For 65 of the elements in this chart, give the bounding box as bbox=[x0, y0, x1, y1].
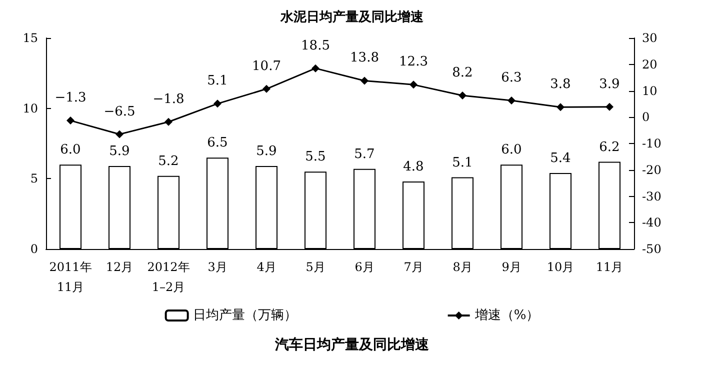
x-tick-label: 9月 bbox=[502, 260, 522, 274]
x-tick-label: 5月 bbox=[306, 260, 326, 274]
data-label: 12.3 bbox=[399, 54, 428, 70]
y-tick-label: 15 bbox=[22, 31, 38, 45]
data-label: 5.1 bbox=[452, 155, 473, 170]
data-label: 8.2 bbox=[452, 65, 473, 80]
x-tick-label: 3月 bbox=[208, 260, 228, 274]
y2-tick-label: 0 bbox=[642, 110, 650, 124]
data-label: 5.7 bbox=[354, 146, 375, 162]
y2-tick-label: -20 bbox=[642, 162, 662, 177]
y2-tick-label: -30 bbox=[642, 189, 662, 204]
x-tick-label: 11月 bbox=[596, 260, 624, 274]
data-label: 5.2 bbox=[158, 154, 179, 169]
y2-tick-label: 20 bbox=[642, 57, 658, 72]
point bbox=[312, 64, 320, 72]
point bbox=[116, 130, 124, 138]
point bbox=[164, 118, 172, 126]
data-label: 5.4 bbox=[550, 151, 571, 166]
y2-tick-label: -10 bbox=[642, 136, 662, 150]
x-tick-label: 2012年 1–2月 bbox=[147, 260, 190, 294]
y-tick-label: 10 bbox=[22, 101, 38, 116]
data-label: −1.8 bbox=[152, 92, 184, 107]
x-tick-label: 2011年 11月 bbox=[49, 260, 92, 294]
x-tick-label: 7月 bbox=[404, 260, 424, 274]
x-tick-label: 8月 bbox=[452, 260, 472, 274]
point bbox=[360, 76, 368, 85]
data-label: 6.0 bbox=[501, 142, 522, 158]
data-label: −6.5 bbox=[104, 104, 136, 120]
y2-tick-label: 10 bbox=[642, 84, 658, 98]
point bbox=[556, 103, 564, 112]
data-label: 6.5 bbox=[207, 136, 228, 151]
data-label: 5.9 bbox=[256, 144, 277, 160]
data-label: 3.8 bbox=[550, 77, 571, 92]
x-tick-label: 10月 bbox=[546, 260, 574, 274]
y2-tick-label: -40 bbox=[642, 216, 662, 230]
x-tick-label: 4月 bbox=[256, 260, 276, 274]
data-label: 5.5 bbox=[305, 150, 326, 165]
data-label: −1.3 bbox=[54, 90, 86, 106]
text: 汽车日均产量及同比增速 bbox=[274, 336, 430, 353]
point bbox=[262, 84, 270, 93]
data-label: 5.1 bbox=[207, 74, 228, 89]
point bbox=[606, 102, 614, 111]
data-label: 18.5 bbox=[301, 38, 330, 54]
point bbox=[410, 80, 418, 89]
data-label: 6.3 bbox=[501, 70, 522, 86]
data-label: 6.0 bbox=[60, 142, 81, 158]
text: 水泥日均产量及同比增速 bbox=[280, 9, 424, 25]
point bbox=[66, 116, 74, 125]
legend-label: 日均产量（万辆） bbox=[192, 308, 297, 323]
legend-label: 增速（%） bbox=[474, 308, 540, 323]
y2-tick-label: -50 bbox=[642, 242, 662, 256]
data-label: 10.7 bbox=[252, 58, 281, 74]
data-label: 3.9 bbox=[599, 76, 620, 92]
y-tick-label: 0 bbox=[30, 242, 38, 256]
point bbox=[508, 96, 516, 105]
x-tick-label: 12月 bbox=[106, 260, 134, 274]
x-tick-label: 6月 bbox=[354, 260, 374, 274]
data-label: 6.2 bbox=[599, 140, 620, 155]
data-label: 4.8 bbox=[403, 159, 424, 174]
data-label: 13.8 bbox=[350, 50, 379, 66]
point bbox=[214, 100, 222, 108]
data-label: 5.9 bbox=[109, 144, 130, 160]
point bbox=[458, 91, 466, 100]
y-tick-label: 5 bbox=[30, 172, 38, 186]
y2-tick-label: 30 bbox=[642, 31, 658, 45]
